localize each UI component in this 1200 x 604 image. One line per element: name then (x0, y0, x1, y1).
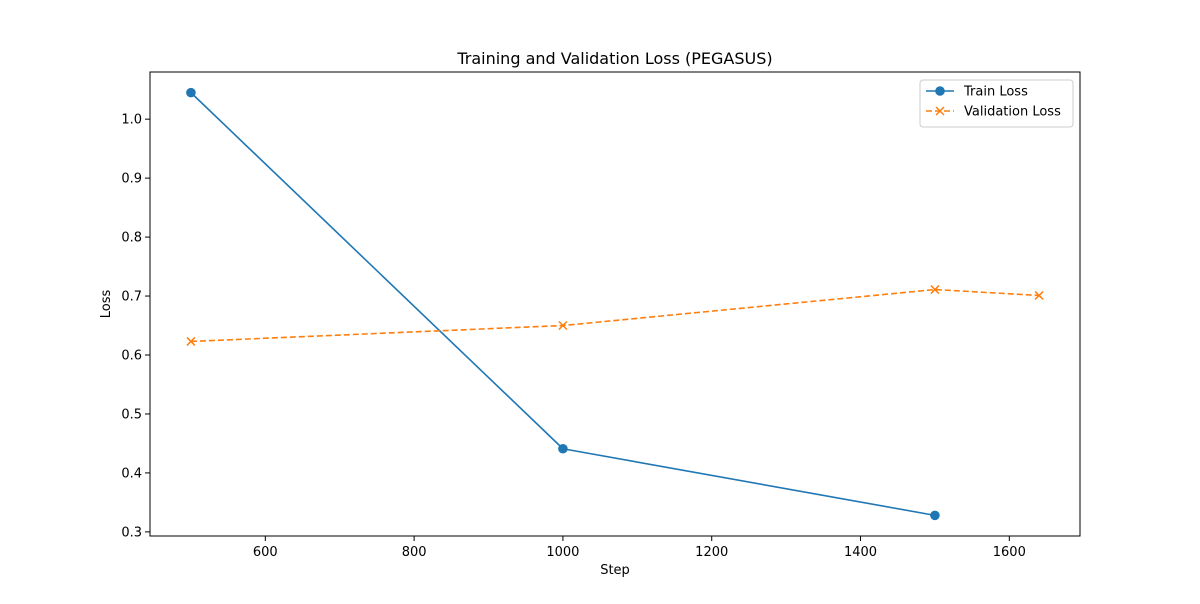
validation-loss-line (190, 288, 1040, 343)
legend-entries: Train Loss Validation Loss (926, 85, 1061, 120)
train-loss-series (186, 87, 940, 521)
y-tick-label: 0.7 (121, 290, 142, 305)
legend-label-train-loss: Train Loss (963, 85, 1028, 100)
validation-loss-point (186, 336, 196, 346)
x-axis-title: Step (600, 563, 630, 578)
legend-item-validation-loss: Validation Loss (926, 105, 1061, 120)
y-axis-title: Loss (99, 290, 114, 319)
y-tick-label: 1.0 (121, 113, 142, 128)
validation-loss-series (186, 285, 1044, 346)
y-tick-label: 0.9 (121, 172, 142, 187)
chart-title: Training and Validation Loss (PEGASUS) (456, 49, 772, 68)
x-tick-label: 600 (253, 545, 278, 560)
train-loss-point (186, 87, 196, 98)
y-tick-label: 0.5 (121, 407, 142, 422)
legend-label-validation-loss: Validation Loss (964, 105, 1061, 120)
legend-box (919, 79, 1074, 128)
validation-loss-point (1034, 290, 1044, 300)
x-tick-label: 800 (402, 545, 427, 560)
legend: Train Loss Validation Loss (919, 79, 1074, 128)
y-tick-label: 0.8 (121, 231, 142, 246)
series-layer (186, 87, 1044, 521)
validation-loss-point (558, 320, 568, 331)
y-tick-label: 0.3 (121, 525, 142, 540)
x-tick-label: 1400 (844, 545, 877, 560)
x-tick-label: 1200 (695, 545, 728, 560)
train-loss-point (558, 443, 568, 454)
legend-marker-train-loss (935, 86, 945, 96)
train-loss-point (930, 510, 940, 521)
x-tick-label: 1600 (993, 545, 1026, 560)
legend-marker-validation-loss (935, 106, 945, 116)
y-tick-label: 0.4 (121, 466, 142, 481)
y-tick-label: 0.6 (121, 348, 142, 363)
plot-frame (149, 71, 1081, 537)
legend-item-train-loss: Train Loss (926, 85, 1028, 100)
x-tick-label: 1000 (546, 545, 579, 560)
ticks-layer: 600 800 1000 1200 1400 1600 0.3 0.4 0.5 0.6 0.7 0.8… (121, 113, 1026, 560)
validation-loss-point (930, 285, 940, 295)
